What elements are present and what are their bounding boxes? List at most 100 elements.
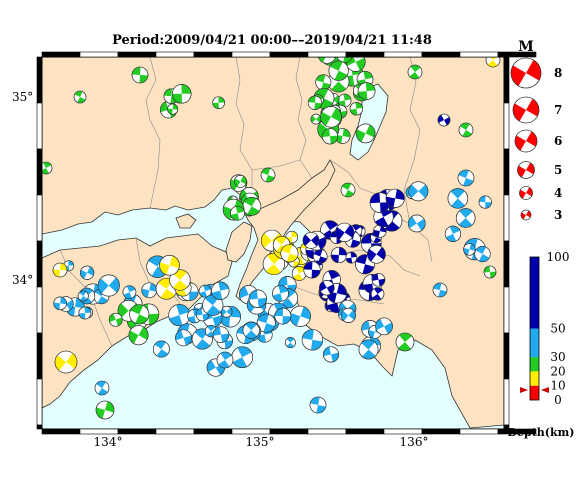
depth-marker-left [520,386,528,393]
focal-mechanism [371,273,386,287]
focal-mechanism [437,113,451,127]
focal-mechanism [330,246,347,264]
focal-mechanism [320,106,342,128]
focal-mechanism [309,396,327,414]
focal-mechanism [367,244,386,264]
focal-mechanism [310,113,322,125]
frame-segment [36,286,43,334]
focal-mechanism [320,220,340,240]
focal-mechanism [315,74,332,91]
focal-mechanism [211,281,230,300]
focal-mechanism [202,294,224,316]
depth-tick-label: 10 [550,379,565,393]
focal-mechanism [303,261,321,279]
focal-mechanism [141,282,158,299]
focal-mechanism [358,339,379,360]
focal-mechanism [317,57,336,64]
focal-mechanism [94,380,110,396]
lon-label-135: 135° [246,435,275,449]
focal-mechanism [357,82,376,100]
magnitude-legend-label: 5 [554,163,562,177]
focal-mechanism [231,346,254,368]
focal-mechanism [340,307,356,323]
focal-mechanism [256,313,276,333]
focal-mechanism [355,123,376,144]
focal-mechanism [212,96,225,110]
focal-mechanism [80,265,95,280]
focal-mechanism [167,103,179,115]
focal-mechanism [395,332,415,352]
frame-segment [421,51,461,58]
focal-mechanism [349,102,364,116]
frame-segment [503,378,510,426]
focal-mechanism [370,287,385,301]
focal-mechanism [455,208,476,228]
magnitude-legend-label: 7 [554,103,562,117]
focal-mechanism [447,188,469,209]
depth-scale-title: Depth(km) [508,426,575,439]
focal-mechanism [216,351,234,369]
frame-segment [345,51,385,58]
magnitude-legend-label: 8 [554,66,562,80]
frame-segment [503,240,510,288]
focal-mechanism [129,304,150,325]
depth-band [530,328,539,358]
focal-mechanism [458,122,474,138]
magnitude-legend-symbol [519,186,533,200]
focal-mechanism [97,274,120,297]
lat-label-35: 35° [12,90,33,104]
frame-segment [36,56,43,104]
focal-mechanism [373,224,387,238]
frame-segment [231,428,271,435]
focal-mechanism [302,232,320,249]
focal-mechanism [408,181,429,202]
magnitude-legend-symbol [512,96,540,124]
focal-mechanism [220,305,233,318]
frame-segment [36,102,43,150]
frame-segment [503,56,510,104]
focal-mechanism [128,325,149,346]
map-frame [36,51,537,435]
magnitude-legend-symbol [514,129,538,153]
depth-band [530,257,539,329]
frame-segment [497,51,537,58]
frame-segment [459,51,499,58]
depth-band [530,371,539,386]
frame-segment [41,51,81,58]
focal-mechanism [131,66,149,84]
focal-mechanism [307,95,323,110]
focal-mechanism [322,346,340,363]
focal-mechanism [122,285,137,299]
frame-segment [155,51,195,58]
frame-segment [503,194,510,242]
frame-segment [41,428,81,435]
focal-mechanism [108,312,123,327]
frame-segment [497,428,537,435]
focal-mechanism [95,400,115,420]
focal-mechanism [159,255,180,276]
depth-band [530,385,539,400]
focal-mechanism [463,243,476,256]
focal-mechanism [274,307,292,325]
frame-segment [36,194,43,242]
focal-mechanism [284,337,296,348]
focal-mechanism [248,289,267,308]
frame-segment [421,428,461,435]
focal-mechanism [175,329,192,347]
magnitude-legend-label: 4 [554,186,562,200]
focal-mechanism [375,317,393,336]
frame-segment [193,428,233,435]
focal-mechanism [42,161,53,175]
focal-mechanism [483,265,497,279]
frame-segment [383,51,423,58]
focal-mechanism [301,329,324,351]
frame-segment [36,378,43,426]
frame-segment [36,240,43,288]
focal-mechanism [152,340,170,358]
focal-mechanism [478,195,492,209]
frame-segment [117,428,157,435]
focal-mechanism [289,305,311,327]
